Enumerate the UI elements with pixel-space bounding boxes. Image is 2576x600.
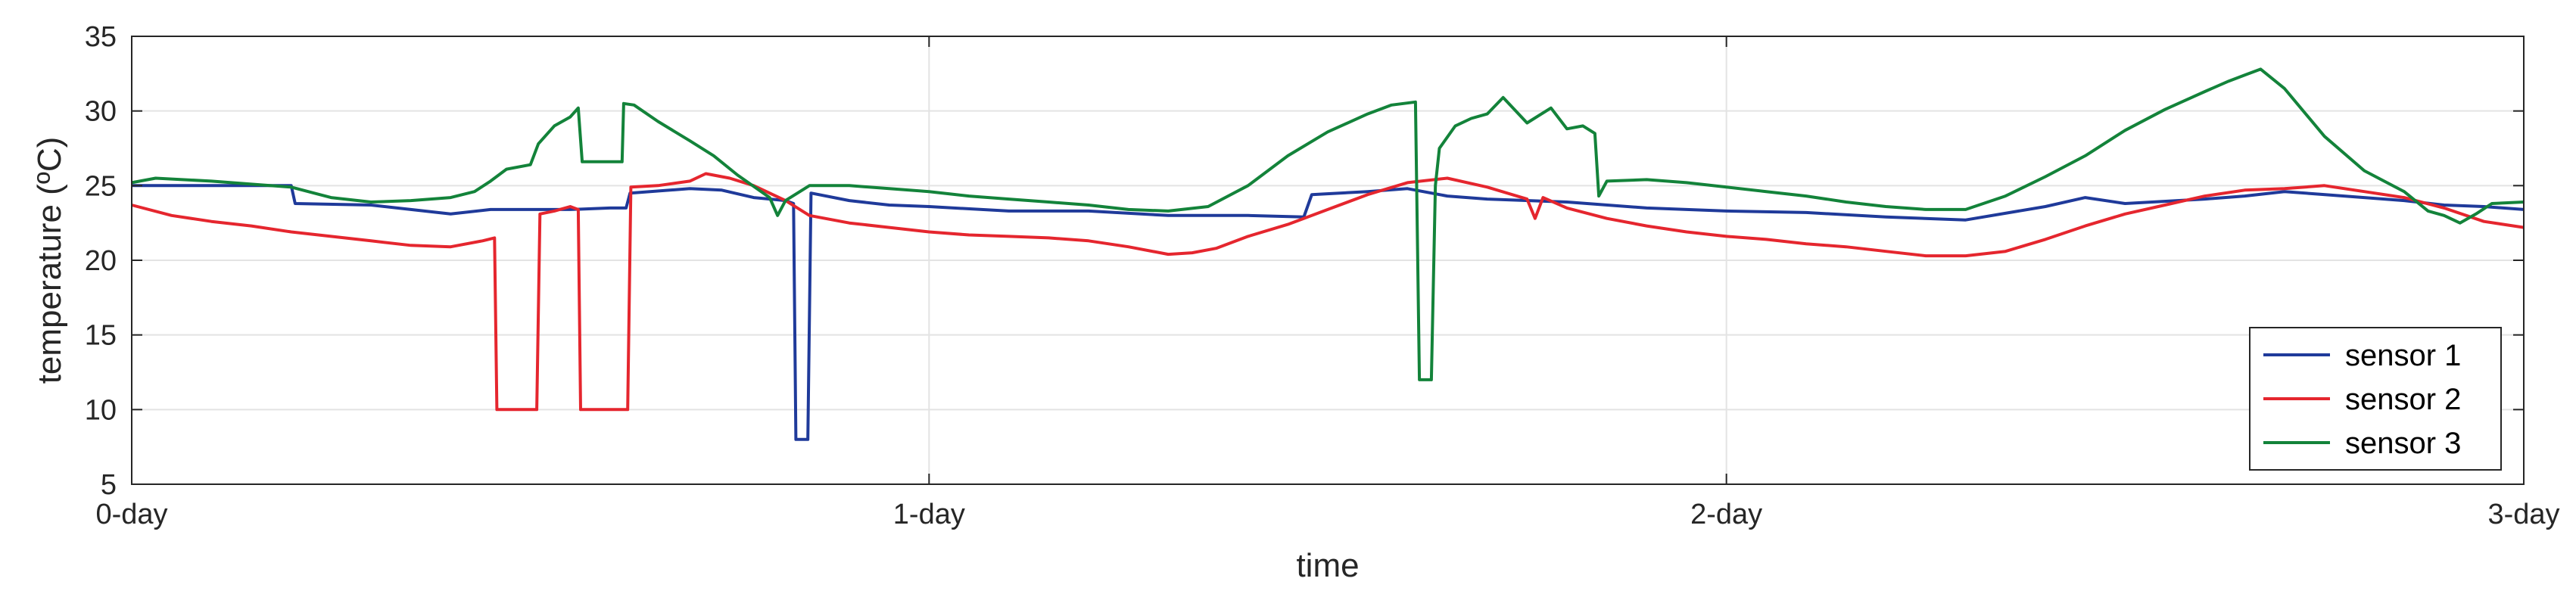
- y-tick-label: 15: [85, 320, 117, 352]
- grid-lines: [131, 36, 2525, 485]
- y-axis-title: temperature (ºC): [31, 137, 68, 384]
- x-tick-label: 3-day: [2487, 499, 2559, 530]
- series-lines: [131, 67, 2525, 441]
- y-tick-label: 20: [85, 245, 117, 277]
- legend-label-sensor-2: sensor 2: [2345, 383, 2461, 416]
- y-tick-label: 30: [85, 96, 117, 128]
- x-tick-label: 1-day: [893, 499, 965, 530]
- legend: sensor 1 sensor 2 sensor 3: [2249, 327, 2502, 471]
- series-line-sensor-3: [131, 67, 2525, 381]
- tick-labels: 5 10 15 20 25 30 35 0-day 1-day 2-day 3-day: [85, 21, 2560, 530]
- x-axis-title: time: [1296, 547, 1359, 584]
- legend-label-sensor-3: sensor 3: [2345, 427, 2461, 460]
- legend-box: [2249, 327, 2502, 471]
- axis-ticks: [131, 36, 2525, 485]
- x-tick-label: 2-day: [1690, 499, 1762, 530]
- series-line-sensor-1: [132, 184, 2525, 441]
- x-tick-label: 0-day: [95, 499, 167, 530]
- y-tick-label: 5: [101, 469, 117, 501]
- y-tick-label: 35: [85, 21, 117, 53]
- y-tick-label: 10: [85, 394, 117, 426]
- y-tick-label: 25: [85, 170, 117, 202]
- legend-label-sensor-1: sensor 1: [2345, 339, 2461, 372]
- series-line-sensor-2: [131, 172, 2525, 412]
